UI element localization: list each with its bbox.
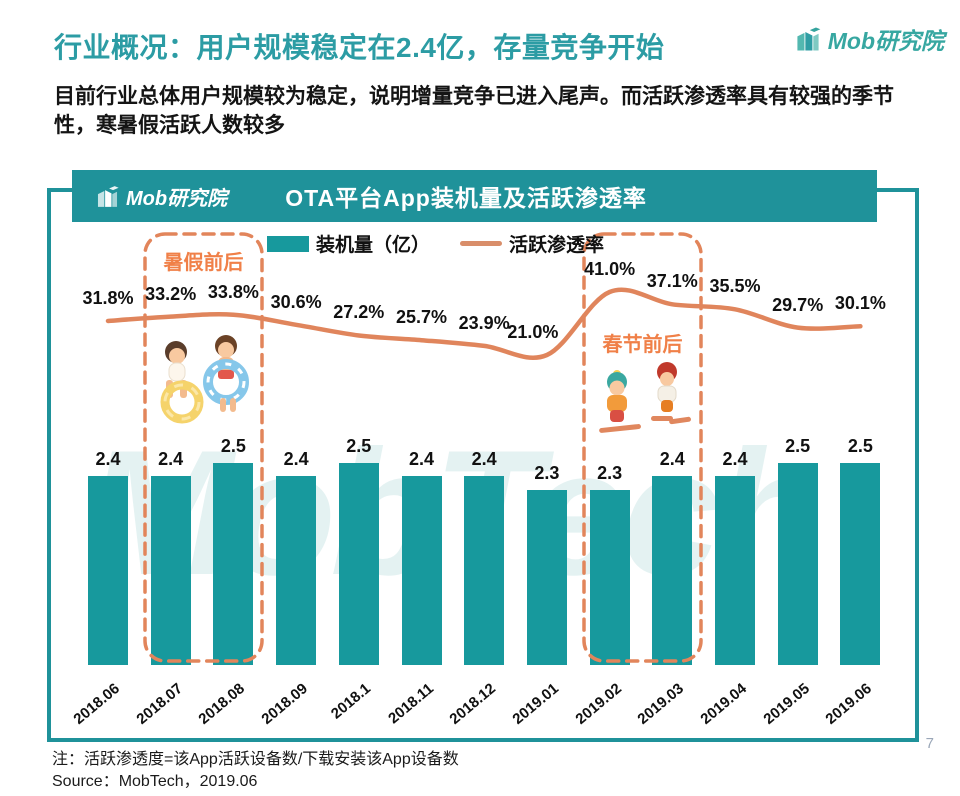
installed-volume-bar	[150, 476, 191, 665]
chart-header-logo-text: Mob研究院	[126, 187, 228, 210]
penetration-value-label: 30.1%	[834, 293, 886, 314]
installed-volume-bar	[777, 462, 818, 665]
legend-item-line: 活跃渗透率	[460, 230, 604, 257]
mob-logo: Mob研究院	[793, 22, 944, 56]
x-axis-tick-label: 2018.09	[258, 680, 312, 728]
chart-legend: 装机量（亿） 活跃渗透率	[51, 230, 915, 257]
line-legend-swatch	[460, 241, 502, 246]
spring-annotation-label: 春节前后	[602, 334, 683, 356]
mob-building-icon-white	[97, 185, 119, 207]
installed-volume-bar	[276, 476, 317, 665]
summer-dashed-border	[143, 232, 264, 663]
legend-item-bars: 装机量（亿）	[266, 230, 430, 257]
bar-legend-label: 装机量（亿）	[315, 235, 430, 256]
bar-value-label: 2.5	[785, 435, 811, 456]
bar-value-label: 2.4	[471, 449, 497, 469]
penetration-value-label: 21.0%	[507, 322, 559, 342]
installed-volume-bar	[88, 476, 128, 665]
bar-value-label: 2.5	[847, 435, 873, 456]
bar-value-label: 2.3	[534, 462, 560, 483]
bar-value-label: 2.4	[408, 449, 435, 469]
bar-value-label: 2.5	[220, 435, 246, 456]
spring-annotation-box: 春节前后	[582, 232, 703, 663]
x-axis-tick-label: 2018.1	[327, 680, 374, 723]
winter-kids-illustration	[599, 362, 691, 433]
installed-volume-bar	[652, 476, 693, 665]
bar-value-label: 2.4	[283, 449, 309, 469]
summer-annotation-label: 暑假前后	[163, 252, 244, 274]
x-axis-tick-label: 2018.11	[384, 680, 437, 728]
installed-volume-bar	[715, 476, 755, 665]
summer-kids-illustration	[160, 335, 249, 424]
x-axis-tick-label: 2018.06	[70, 680, 123, 728]
installed-volume-bar	[213, 462, 254, 665]
installed-volume-bar	[840, 462, 881, 665]
x-axis-tick-label: 2019.01	[509, 680, 562, 728]
x-axis-tick-label: 2019.04	[697, 680, 750, 728]
spring-dashed-border	[582, 232, 703, 663]
bar-value-label: 2.4	[722, 449, 748, 469]
x-axis-tick-label: 2018.08	[195, 680, 249, 728]
penetration-value-label: 41.0%	[584, 259, 636, 279]
installed-volume-bar	[526, 489, 567, 665]
chart-header: Mob研究院 OTA平台App装机量及活跃渗透率	[72, 170, 877, 222]
bar-value-label: 2.3	[597, 462, 623, 483]
bar-value-label: 2.4	[95, 449, 121, 469]
chart-panel: MobTech 装机量（亿） 活跃渗透率 暑假前后	[47, 188, 919, 742]
line-legend-label: 活跃渗透率	[509, 235, 605, 256]
mob-building-icon	[797, 27, 821, 51]
page-number: 7	[925, 735, 934, 752]
mob-logo-text: Mob研究院	[827, 28, 944, 54]
bar-value-label: 2.4	[158, 449, 184, 469]
x-axis-tick-label: 2019.06	[822, 680, 876, 728]
page-subtitle: 目前行业总体用户规模较为稳定，说明增量竞争已进入尾声。而活跃渗透率具有较强的季节…	[54, 85, 894, 137]
installed-volume-bar	[589, 489, 630, 665]
bar-legend-swatch	[266, 235, 309, 252]
penetration-value-label: 37.1%	[646, 271, 698, 292]
chart-header-logo: Mob研究院	[94, 182, 227, 211]
footnote: 注：活跃渗透度=该App活跃设备数/下载安装该App设备数	[52, 751, 459, 768]
installed-volume-bar	[338, 462, 379, 665]
installed-volume-bar	[401, 476, 442, 665]
source-line: Source：MobTech，2019.06	[52, 773, 258, 790]
bar-value-label: 2.5	[346, 435, 372, 456]
chart-title: OTA平台App装机量及活跃渗透率	[285, 185, 647, 211]
bar-value-label: 2.4	[659, 449, 685, 469]
page-title: 行业概况：用户规模稳定在2.4亿，存量竞争开始	[54, 32, 665, 63]
installed-volume-bar	[464, 476, 505, 665]
